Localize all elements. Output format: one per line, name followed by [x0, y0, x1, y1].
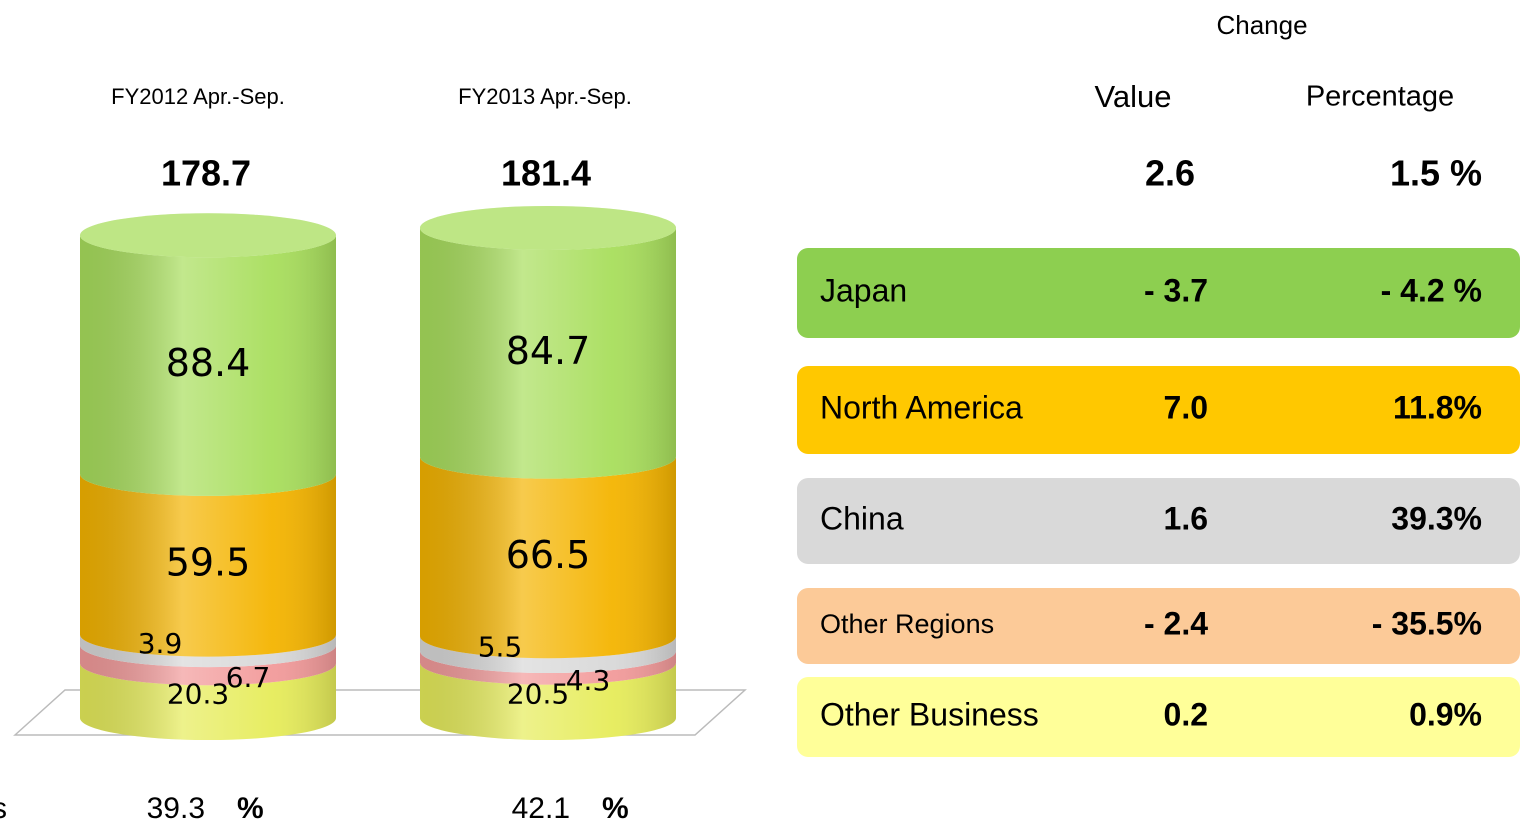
total-change: 2.6 — [1145, 153, 1195, 194]
segment-shine — [420, 662, 676, 740]
segment-shine — [80, 235, 336, 496]
row-percentage: - 4.2 % — [1381, 272, 1482, 308]
row-percentage: 0.9% — [1409, 696, 1482, 732]
row-label: Other Business — [820, 696, 1039, 732]
row-label: China — [820, 500, 904, 536]
row-label: Japan — [820, 272, 907, 308]
category-label: FY2013 Apr.-Sep. — [458, 84, 632, 109]
segment-label: 6.7 — [226, 661, 271, 694]
row-percentage: 39.3% — [1391, 500, 1482, 536]
segment-label: 59.5 — [166, 541, 251, 585]
segment-shine — [80, 645, 336, 686]
segment-label: 3.9 — [138, 627, 183, 660]
segment-shine — [420, 636, 676, 674]
footer-label: s — [0, 792, 7, 825]
table-row — [797, 588, 1520, 664]
segment-label: 66.5 — [506, 533, 591, 577]
column-header: Value — [1095, 79, 1172, 114]
footer-value: 39.3 — [147, 792, 205, 825]
segment-label: 4.3 — [566, 664, 611, 697]
row-value: - 3.7 — [1144, 272, 1208, 308]
row-value: 7.0 — [1164, 389, 1208, 425]
segment-shine — [80, 473, 336, 657]
footer-value: 42.1 — [512, 792, 570, 825]
row-value: 1.6 — [1164, 500, 1208, 536]
segment-label: 20.5 — [507, 677, 569, 710]
cylinder-top-shine — [80, 213, 336, 258]
segment-shine — [80, 634, 336, 668]
segment-label: 20.3 — [167, 678, 229, 711]
total-label: 181.4 — [501, 153, 591, 194]
segment-shine — [420, 227, 676, 479]
row-percentage: - 35.5% — [1372, 605, 1482, 641]
segment-shine — [420, 456, 676, 659]
table-row — [797, 248, 1520, 338]
footer-unit: % — [237, 792, 264, 825]
cylinder-top — [420, 205, 676, 250]
segment-shine — [80, 663, 336, 740]
segment-shine — [420, 651, 676, 685]
column-header: Percentage — [1306, 81, 1454, 113]
segment-label: 5.5 — [478, 631, 523, 664]
table-row — [797, 478, 1520, 564]
segment-label: 84.7 — [506, 329, 591, 373]
cylinder-top-shine — [420, 205, 676, 250]
row-value: 0.2 — [1164, 696, 1208, 732]
row-percentage: 11.8% — [1393, 389, 1482, 425]
row-label: North America — [820, 389, 1023, 425]
cylinder-top — [80, 213, 336, 258]
category-label: FY2012 Apr.-Sep. — [111, 84, 285, 109]
row-value: - 2.4 — [1144, 605, 1208, 641]
row-label: Other Regions — [820, 609, 994, 639]
table-row — [797, 677, 1520, 757]
total-label: 178.7 — [161, 153, 251, 194]
table-row — [797, 366, 1520, 454]
footer-unit: % — [602, 792, 629, 825]
change-title: Change — [1216, 10, 1307, 40]
segment-label: 88.4 — [166, 341, 251, 385]
total-change: 1.5 % — [1390, 153, 1482, 194]
